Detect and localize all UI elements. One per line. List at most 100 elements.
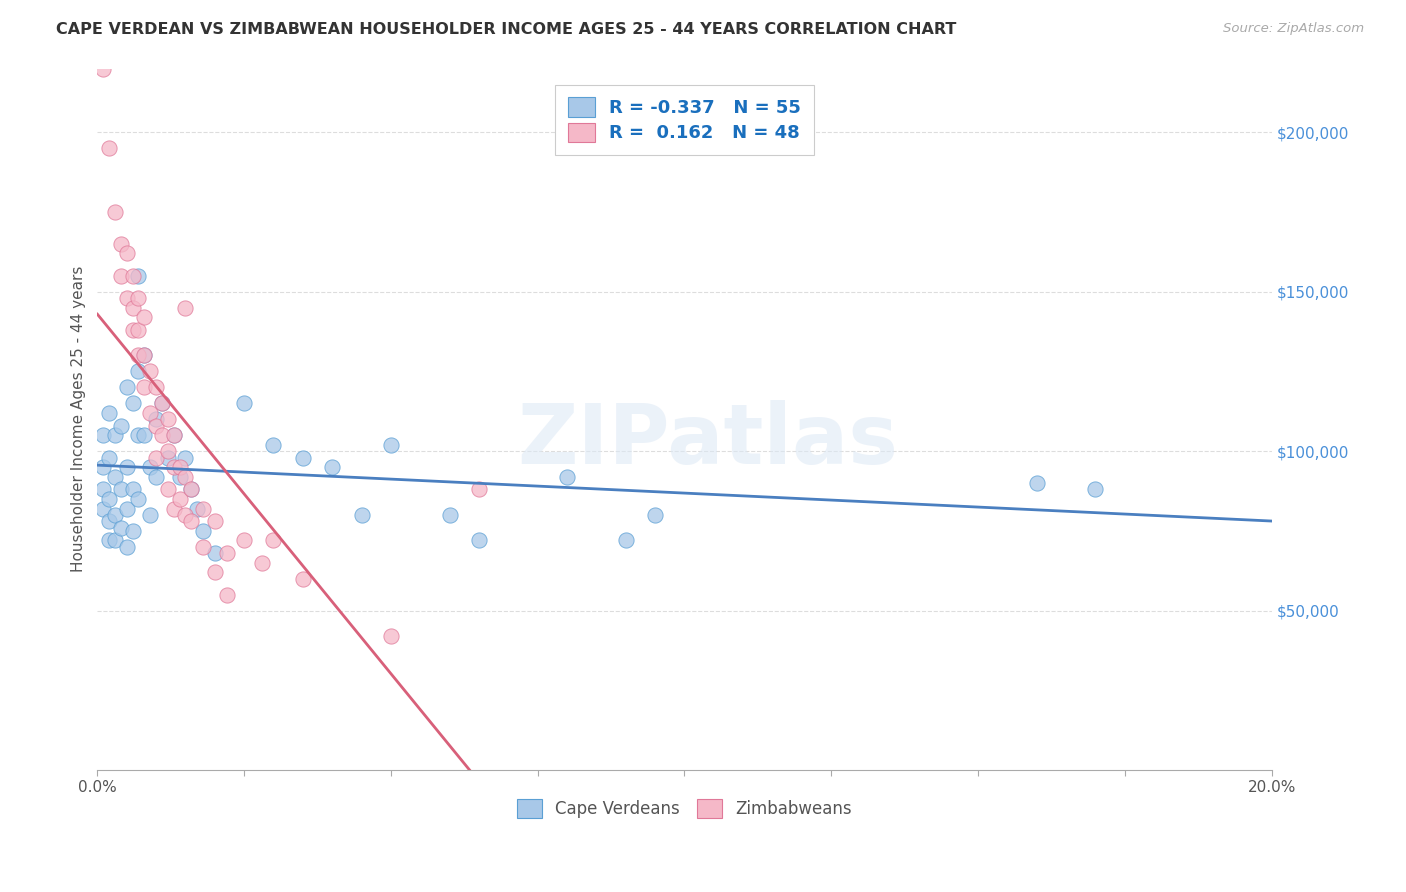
Point (127, 291, 149, 305)
Point (115, 291, 138, 305)
Point (191, 524, 214, 538)
Point (156, 450, 179, 465)
Point (145, 380, 167, 394)
Point (98, 533, 121, 548)
Point (215, 546, 238, 560)
Point (174, 508, 197, 522)
Point (233, 533, 256, 548)
Point (145, 450, 167, 465)
Point (380, 438, 402, 452)
Point (163, 501, 186, 516)
Point (555, 469, 578, 483)
Point (127, 268, 149, 283)
Point (110, 483, 132, 497)
Text: Source: ZipAtlas.com: Source: ZipAtlas.com (1223, 22, 1364, 36)
Text: ZIPatlas: ZIPatlas (517, 400, 898, 481)
Y-axis label: Householder Income Ages 25 - 44 years: Householder Income Ages 25 - 44 years (72, 266, 86, 573)
Point (350, 508, 373, 522)
Point (98, 514, 121, 528)
Point (215, 588, 238, 602)
Point (127, 364, 149, 378)
Point (321, 460, 343, 475)
Point (127, 491, 149, 506)
Point (134, 380, 156, 394)
Point (115, 380, 138, 394)
Point (163, 428, 186, 442)
Point (169, 460, 191, 475)
Point (121, 323, 143, 337)
Point (204, 566, 226, 580)
Point (104, 508, 127, 522)
Point (98, 450, 121, 465)
Point (91, 501, 114, 516)
Point (204, 514, 226, 528)
Point (127, 349, 149, 363)
Point (115, 501, 138, 516)
Point (104, 428, 127, 442)
Point (110, 236, 132, 251)
Point (169, 491, 191, 506)
Point (163, 460, 186, 475)
Point (191, 501, 214, 516)
Point (91, 483, 114, 497)
Point (98, 141, 121, 155)
Point (139, 460, 162, 475)
Point (91, 460, 114, 475)
Point (233, 396, 256, 410)
Point (104, 205, 127, 219)
Point (139, 406, 162, 420)
Point (180, 514, 202, 528)
Point (150, 396, 173, 410)
Point (644, 508, 666, 522)
Point (115, 460, 138, 475)
Text: CAPE VERDEAN VS ZIMBABWEAN HOUSEHOLDER INCOME AGES 25 - 44 YEARS CORRELATION CHA: CAPE VERDEAN VS ZIMBABWEAN HOUSEHOLDER I… (56, 22, 956, 37)
Point (250, 556, 273, 570)
Point (134, 428, 156, 442)
Point (121, 268, 143, 283)
Point (139, 364, 162, 378)
Point (91, 62, 114, 76)
Point (468, 483, 491, 497)
Point (150, 428, 173, 442)
Point (121, 483, 143, 497)
Point (1084, 483, 1107, 497)
Point (156, 444, 179, 458)
Point (291, 572, 314, 586)
Point (115, 246, 138, 260)
Point (110, 418, 132, 433)
Point (110, 268, 132, 283)
Point (186, 501, 208, 516)
Point (614, 533, 637, 548)
Point (98, 491, 121, 506)
Point (145, 469, 167, 483)
Point (191, 540, 214, 554)
Point (104, 469, 127, 483)
Point (204, 546, 226, 560)
Point (174, 450, 197, 465)
Point (439, 508, 461, 522)
Point (180, 483, 202, 497)
Point (174, 301, 197, 315)
Point (380, 629, 402, 643)
Point (121, 524, 143, 538)
Point (134, 310, 156, 325)
Point (134, 349, 156, 363)
Legend: Cape Verdeans, Zimbabweans: Cape Verdeans, Zimbabweans (510, 793, 859, 825)
Point (145, 418, 167, 433)
Point (127, 323, 149, 337)
Point (156, 412, 179, 426)
Point (127, 428, 149, 442)
Point (156, 483, 179, 497)
Point (98, 406, 121, 420)
Point (291, 450, 314, 465)
Point (134, 349, 156, 363)
Point (468, 533, 491, 548)
Point (1025, 476, 1047, 491)
Point (121, 396, 143, 410)
Point (174, 469, 197, 483)
Point (263, 533, 285, 548)
Point (145, 412, 167, 426)
Point (139, 508, 162, 522)
Point (263, 438, 285, 452)
Point (180, 483, 202, 497)
